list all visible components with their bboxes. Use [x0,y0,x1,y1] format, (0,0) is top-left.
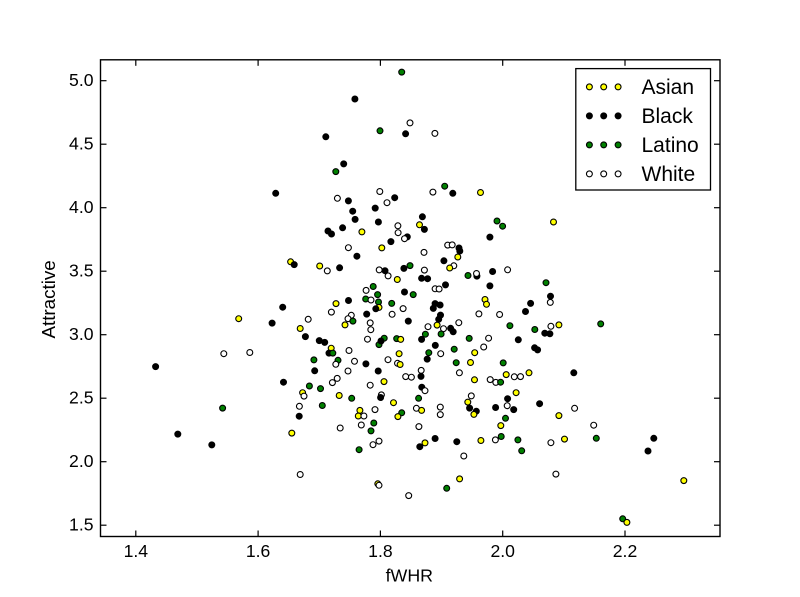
svg-text:fWHR: fWHR [386,566,434,586]
svg-text:White: White [642,163,696,186]
svg-text:4.5: 4.5 [69,134,94,154]
svg-text:Attractive: Attractive [38,260,59,338]
svg-text:3.0: 3.0 [69,324,94,344]
svg-text:5.0: 5.0 [69,70,94,90]
svg-text:2.0: 2.0 [69,451,94,471]
svg-text:4.0: 4.0 [69,197,94,217]
svg-text:Black: Black [642,105,694,128]
svg-text:1.6: 1.6 [246,541,271,561]
svg-text:3.5: 3.5 [69,261,94,281]
svg-text:1.8: 1.8 [368,541,393,561]
svg-text:Asian: Asian [642,76,695,99]
svg-text:Latino: Latino [642,134,699,157]
svg-text:1.5: 1.5 [69,515,94,535]
svg-text:1.4: 1.4 [124,541,149,561]
svg-text:2.5: 2.5 [69,388,94,408]
svg-text:2.0: 2.0 [490,541,515,561]
svg-text:2.2: 2.2 [613,541,637,561]
